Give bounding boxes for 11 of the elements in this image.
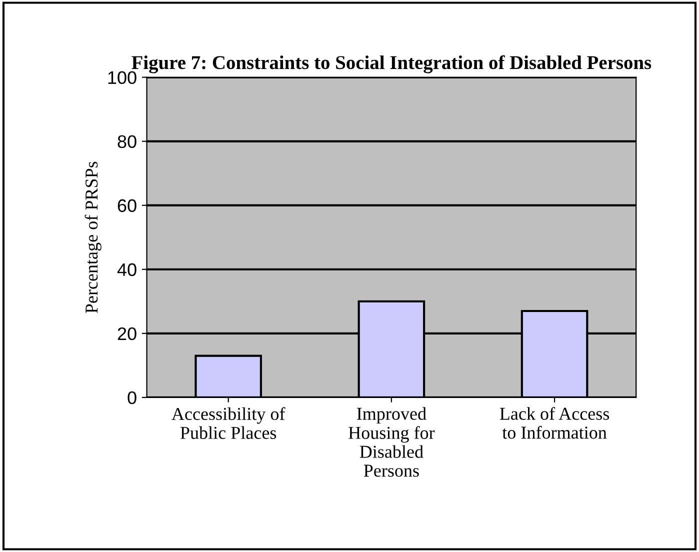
chart-title: Figure 7: Constraints to Social Integration of Disabled Persons [132, 55, 652, 74]
y-axis-title: Percentage of PRSPs [84, 162, 102, 314]
y-tick-label: 40 [117, 263, 136, 276]
y-tick-label: 80 [118, 135, 136, 148]
y-tick-label: 100 [108, 71, 136, 84]
x-tick-label: Lack of Access to Information [500, 406, 610, 439]
y-tick-label: 20 [118, 327, 136, 340]
x-tick-label: Improved Housing for Disabled Persons [348, 407, 435, 477]
x-tick-label: Accessibility of Public Places [172, 407, 286, 439]
y-tick-label: 0 [128, 391, 136, 404]
y-tick-label: 60 [118, 199, 136, 212]
